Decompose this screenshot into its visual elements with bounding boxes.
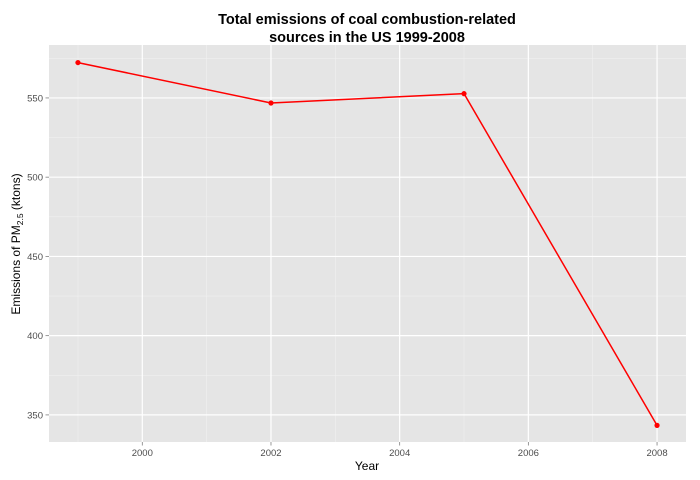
y-axis-title: Emissions of PM2.5 (ktons) <box>9 173 25 314</box>
data-point <box>654 422 660 428</box>
series-line <box>77 61 658 426</box>
x-tick-label: 2004 <box>389 448 410 459</box>
y-axis-title-suffix: (ktons) <box>9 173 23 213</box>
data-points <box>75 59 660 428</box>
y-tick-label: 550 <box>27 93 43 104</box>
data-point <box>75 59 81 66</box>
y-tick-label: 400 <box>27 331 43 342</box>
x-tick-label: 2008 <box>646 448 667 459</box>
chart-title-line-1: Total emissions of coal combustion-relat… <box>218 12 516 28</box>
y-tick-label: 500 <box>27 173 43 184</box>
y-axis-title-prefix: Emissions of PM <box>9 225 23 314</box>
y-axis-ticks: 350 400 450 500 550 <box>27 93 49 421</box>
data-point <box>268 100 274 106</box>
plot-panel <box>49 45 686 442</box>
x-axis-title: Year <box>355 459 379 473</box>
chart-title-line-2: sources in the US 1999-2008 <box>269 30 465 46</box>
y-tick-label: 350 <box>27 410 43 421</box>
y-axis-title-subscript: 2.5 <box>15 213 25 225</box>
x-tick-label: 2000 <box>132 448 153 459</box>
series-lines <box>77 61 658 426</box>
x-tick-label: 2002 <box>260 448 281 459</box>
y-tick-label: 450 <box>27 252 43 263</box>
x-axis-ticks: 2000 2002 2004 2006 2008 <box>132 442 668 459</box>
x-tick-label: 2006 <box>518 448 539 459</box>
grid-lines <box>49 45 686 442</box>
data-point <box>461 91 467 97</box>
